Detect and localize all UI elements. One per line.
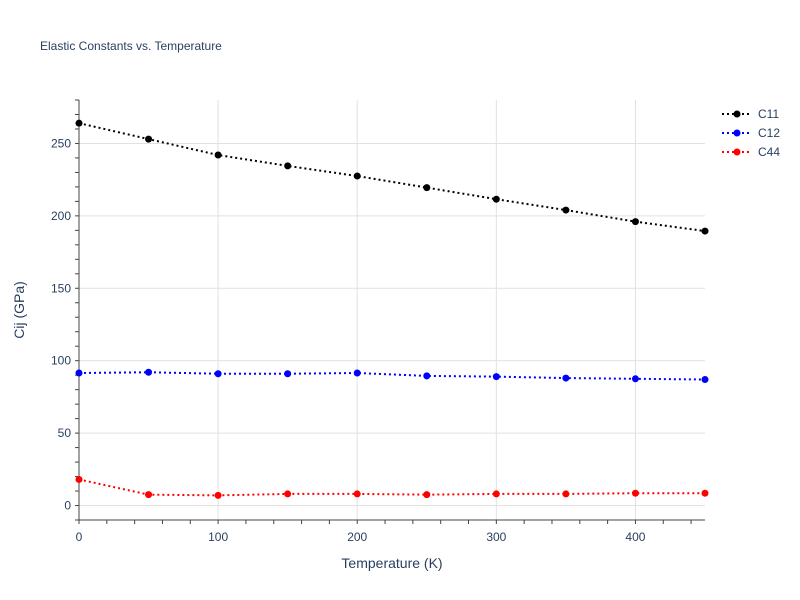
legend-label: C12 xyxy=(758,126,780,140)
data-point-c44[interactable] xyxy=(492,490,500,498)
series-line-c44 xyxy=(78,478,705,497)
data-point-c12[interactable] xyxy=(353,369,361,377)
data-point-c11[interactable] xyxy=(423,184,431,192)
data-point-c44[interactable] xyxy=(562,490,570,498)
data-point-c11[interactable] xyxy=(284,162,292,170)
y-tick-label: 50 xyxy=(58,426,72,440)
data-point-c12[interactable] xyxy=(284,370,292,378)
y-axis-title: Cij (GPa) xyxy=(11,281,27,339)
axes: 0 100 200 300 400 0 50 100 150 200 250 xyxy=(51,99,705,544)
data-point-c12[interactable] xyxy=(701,376,709,384)
data-point-c11[interactable] xyxy=(631,218,639,226)
x-tick-label: 300 xyxy=(486,530,506,544)
legend-swatch-marker xyxy=(733,129,741,137)
data-point-c12[interactable] xyxy=(562,374,570,382)
series-line-c11 xyxy=(78,122,706,233)
grid-lines xyxy=(79,100,705,520)
legend-item-c11[interactable]: C11 xyxy=(722,107,779,121)
legend[interactable]: C11 C12 C44 xyxy=(722,107,780,159)
data-point-c12[interactable] xyxy=(631,375,639,383)
y-tick-label: 0 xyxy=(64,499,71,513)
data-point-c12[interactable] xyxy=(214,370,222,378)
data-point-c12[interactable] xyxy=(75,369,83,377)
legend-item-c44[interactable]: C44 xyxy=(722,145,780,159)
legend-item-c12[interactable]: C12 xyxy=(722,126,780,140)
series-c12[interactable] xyxy=(75,368,709,384)
data-point-c12[interactable] xyxy=(423,372,431,380)
y-tick-label: 150 xyxy=(51,281,71,295)
data-point-c44[interactable] xyxy=(423,491,431,499)
legend-swatch-marker xyxy=(733,110,741,118)
x-tick-label: 0 xyxy=(76,530,83,544)
chart-title: Elastic Constants vs. Temperature xyxy=(40,39,222,53)
series-c44[interactable] xyxy=(75,475,709,499)
legend-swatch-marker xyxy=(733,148,741,156)
x-tick-label: 100 xyxy=(208,530,228,544)
plot-series xyxy=(75,119,709,499)
data-point-c12[interactable] xyxy=(492,373,500,381)
series-c11[interactable] xyxy=(75,119,709,235)
data-point-c11[interactable] xyxy=(353,172,361,180)
y-tick-label: 200 xyxy=(51,209,71,223)
x-tick-label: 400 xyxy=(625,530,645,544)
data-point-c11[interactable] xyxy=(701,227,709,235)
x-axis-title: Temperature (K) xyxy=(341,555,442,571)
data-point-c44[interactable] xyxy=(75,475,83,483)
data-point-c44[interactable] xyxy=(353,490,361,498)
x-tick-label: 200 xyxy=(347,530,367,544)
y-tick-label: 250 xyxy=(51,136,71,150)
data-point-c44[interactable] xyxy=(631,489,639,497)
legend-label: C44 xyxy=(758,145,780,159)
data-point-c44[interactable] xyxy=(701,489,709,497)
data-point-c44[interactable] xyxy=(145,491,153,499)
data-point-c11[interactable] xyxy=(492,195,500,203)
data-point-c44[interactable] xyxy=(214,491,222,499)
data-point-c11[interactable] xyxy=(75,119,83,127)
data-point-c11[interactable] xyxy=(145,135,153,143)
data-point-c11[interactable] xyxy=(562,206,570,214)
data-point-c44[interactable] xyxy=(284,490,292,498)
data-point-c11[interactable] xyxy=(214,151,222,159)
series-line-c12 xyxy=(78,371,706,381)
data-point-c12[interactable] xyxy=(145,368,153,376)
y-tick-label: 100 xyxy=(51,354,71,368)
legend-label: C11 xyxy=(758,107,779,121)
